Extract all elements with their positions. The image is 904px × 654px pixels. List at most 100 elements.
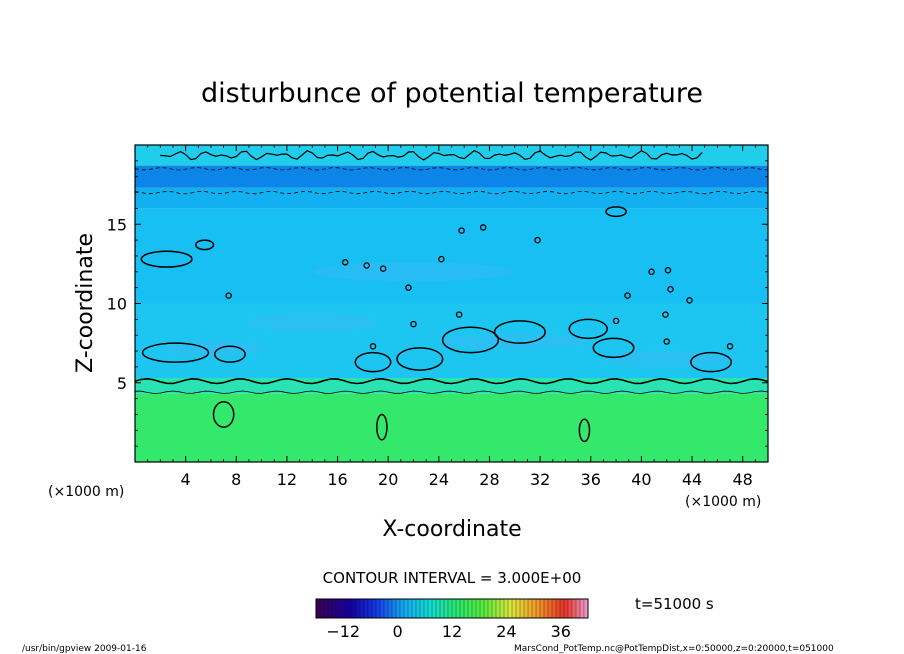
footer-right: MarsCond_PotTemp.nc@PotTempDist,x=0:5000… (514, 644, 834, 654)
colorbar-cell (548, 599, 553, 618)
contour-dot (379, 265, 387, 272)
contour-island (592, 337, 635, 359)
contour-line (135, 390, 769, 394)
contour-dot (534, 236, 541, 244)
colorbar-cell (400, 599, 405, 618)
colorbar-cell (508, 599, 513, 618)
x-tick-label: 8 (231, 470, 241, 489)
colorbar-cell (496, 599, 501, 618)
contour-line (134, 190, 769, 195)
x-tick-label: 36 (581, 470, 601, 489)
colorbar-cell (552, 599, 557, 618)
colorbar-cell (388, 599, 393, 618)
colorbar-cell (396, 599, 401, 618)
contour-dot (726, 343, 734, 350)
colorbar-cell (448, 599, 453, 618)
field-patch (160, 339, 262, 356)
contour-dot (667, 285, 674, 293)
colorbar-cell (416, 599, 421, 618)
colorbar-cell (348, 599, 353, 618)
contour-island (441, 326, 500, 354)
colorbar-tick-label: 0 (393, 622, 403, 641)
contour-line (134, 377, 769, 385)
x-unit-right: (×1000 m) (685, 494, 761, 510)
colorbar-cell (516, 599, 521, 618)
colorbar-cell (568, 599, 573, 618)
colorbar-cell (384, 599, 389, 618)
colorbar-cell (488, 599, 493, 618)
colorbar-cell (372, 599, 377, 618)
colorbar-cell (356, 599, 361, 618)
contour-island (690, 351, 733, 373)
contour-dot (455, 311, 463, 318)
colorbar-cell (376, 599, 381, 618)
colorbar-tick-label: 36 (551, 622, 571, 641)
colorbar-cell (392, 599, 397, 618)
contour-island (493, 320, 546, 344)
colorbar-tick-label: −12 (326, 622, 360, 641)
colorbar-cell (344, 599, 349, 618)
y-tick-label: 5 (117, 374, 127, 393)
colorbar-cell (404, 599, 409, 618)
x-tick-label: 28 (479, 470, 499, 489)
contour-island (214, 345, 246, 363)
contour-island (376, 413, 388, 441)
y-axis-ticks: 5 10 15 (107, 160, 768, 447)
colorbar-cell (492, 599, 497, 618)
colorbar-ticks: −12 0 12 24 36 (326, 622, 571, 641)
y-tick-label: 10 (107, 295, 127, 314)
heatmap-band (135, 377, 768, 394)
contour-dot (624, 292, 631, 299)
field-patch (312, 262, 515, 282)
colorbar-cell (340, 599, 345, 618)
contour-line (134, 167, 769, 171)
contour-dot (663, 338, 670, 345)
colorbar-cell (412, 599, 417, 618)
colorbar-cell (428, 599, 433, 618)
x-tick-label: 32 (530, 470, 550, 489)
contour-dot (438, 255, 445, 263)
contour-island (354, 351, 392, 373)
contour-dot (612, 317, 620, 325)
contour-dot (369, 343, 377, 350)
contour-dot (648, 268, 655, 276)
x-tick-label: 44 (682, 470, 702, 489)
colorbar-cell (424, 599, 429, 618)
colorbar-cell (520, 599, 525, 618)
contour-dot (458, 227, 465, 234)
colorbar-cell (584, 599, 589, 618)
colorbar-frame (315, 598, 589, 619)
contour-dot (405, 284, 412, 291)
contour-island (212, 401, 235, 428)
contour-island (141, 342, 210, 363)
colorbar-cell (484, 599, 489, 618)
colorbar-cell (460, 599, 465, 618)
colorbar-cell (440, 599, 445, 618)
colorbar (315, 599, 589, 618)
colorbar-tick-label: 12 (442, 622, 462, 641)
contour-dot (410, 320, 417, 328)
x-tick-label: 24 (429, 470, 449, 489)
colorbar-cell (528, 599, 533, 618)
colorbar-cell (368, 599, 373, 618)
heatmap-band (135, 187, 768, 209)
field-patch (248, 313, 376, 333)
y-axis-label: Z-coordinate (73, 233, 98, 373)
colorbar-cell (332, 599, 337, 618)
contour-island (195, 239, 215, 251)
colorbar-tick-label: 24 (496, 622, 516, 641)
colorbar-cell (560, 599, 565, 618)
colorbar-cell (556, 599, 561, 618)
heatmap-band (135, 393, 768, 462)
contour-dot (662, 311, 669, 318)
contour-dot (363, 262, 370, 269)
x-tick-label: 16 (327, 470, 347, 489)
contour-dot (225, 292, 232, 299)
colorbar-cell (536, 599, 541, 618)
colorbar-cell (328, 599, 333, 618)
colorbar-cell (544, 599, 549, 618)
x-axis-ticks: 4 8 12 16 20 24 28 32 36 40 44 48 (147, 145, 756, 489)
contour-dot (479, 224, 487, 231)
